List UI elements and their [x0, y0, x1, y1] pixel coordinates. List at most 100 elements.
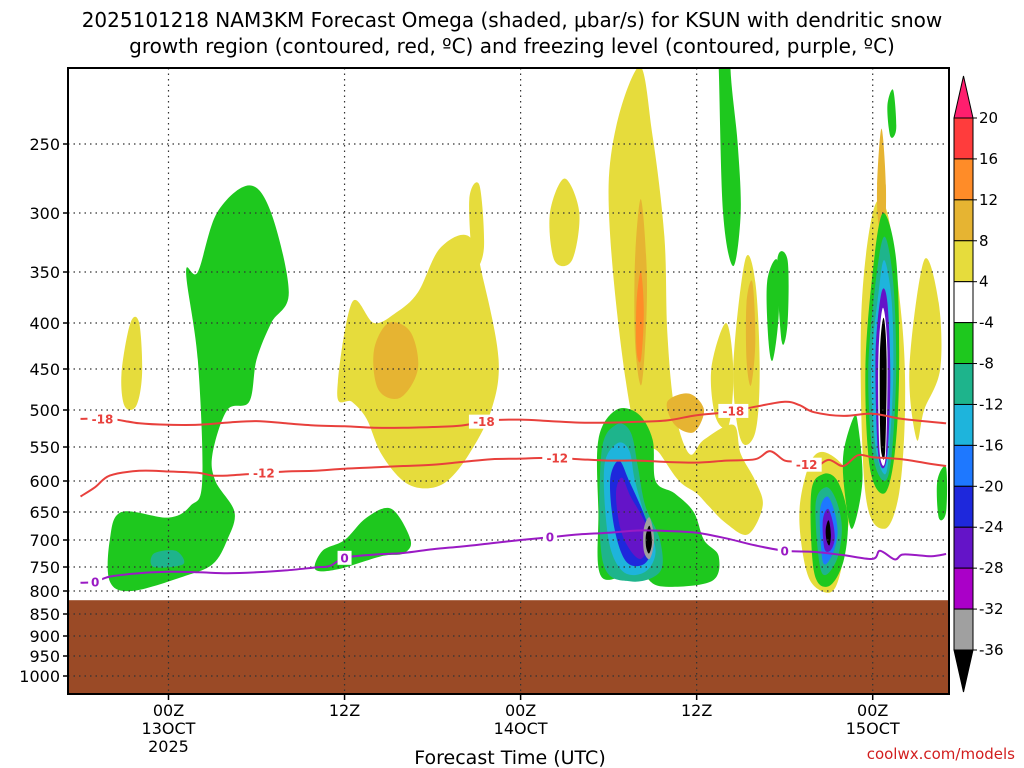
omega-region — [777, 251, 789, 345]
x-tick-label: 15OCT — [846, 719, 900, 738]
y-tick-label: 250 — [29, 135, 60, 154]
colorbar-box — [953, 363, 974, 405]
colorbar-label: 4 — [979, 273, 989, 291]
omega-region — [549, 178, 580, 267]
y-tick-label: 950 — [29, 647, 60, 666]
omega-region — [710, 323, 734, 429]
contour-line — [80, 400, 947, 429]
colorbar-label: 8 — [979, 232, 989, 250]
contour-label: -18 — [722, 404, 744, 418]
omega-region — [879, 317, 887, 460]
terrain-fill — [68, 600, 949, 694]
colorbar-box — [953, 322, 974, 365]
x-tick-label: 2025 — [148, 737, 189, 756]
colorbar-box — [953, 444, 974, 487]
contour-label-bg — [777, 543, 792, 558]
omega-region — [842, 414, 863, 529]
colorbar-box — [953, 403, 974, 446]
y-tick-label: 850 — [29, 605, 60, 624]
omega-region — [645, 525, 652, 554]
x-tick-label: 00Z — [153, 701, 184, 720]
colorbar-label: -32 — [979, 600, 1004, 618]
y-tick-label: 300 — [29, 204, 60, 223]
y-tick-label: 750 — [29, 558, 60, 577]
x-tick-label: 12Z — [681, 701, 712, 720]
omega-region — [615, 477, 649, 560]
y-tick-label: 800 — [29, 582, 60, 601]
omega-region — [150, 550, 185, 568]
colorbar-label: 20 — [979, 109, 998, 127]
colorbar-label: -24 — [979, 518, 1004, 536]
plot-frame — [67, 67, 950, 695]
contour-label: -18 — [92, 412, 114, 426]
omega-region — [825, 520, 831, 546]
terrain-block — [68, 600, 949, 694]
colorbar-label: -20 — [979, 477, 1004, 495]
colorbar-box — [953, 608, 974, 651]
contour-lines: -18 -18 -18 -12 -12 -12 0 0 0 0 — [79, 400, 947, 589]
y-tick-label: 350 — [29, 263, 60, 282]
contour-label-bg — [337, 550, 352, 565]
grid-lines — [68, 68, 949, 694]
colorbar-box — [953, 240, 974, 283]
colorbar-box — [953, 485, 974, 528]
colorbar-label: 16 — [979, 150, 998, 168]
y-tick-label: 650 — [29, 503, 60, 522]
contour-label: -12 — [253, 467, 275, 481]
y-tick-label: 700 — [29, 531, 60, 550]
x-tick-label: 14OCT — [494, 719, 548, 738]
omega-region — [718, 68, 741, 267]
colorbar-label: -36 — [979, 641, 1004, 659]
colorbar-label: -4 — [979, 314, 994, 332]
credit-text: coolwx.com/models — [867, 745, 1015, 763]
colorbar-label: -28 — [979, 559, 1004, 577]
omega-region — [666, 393, 705, 433]
colorbar-box — [953, 117, 974, 160]
contour-label-bg — [87, 411, 118, 426]
y-tick-label: 900 — [29, 627, 60, 646]
contour-label: 0 — [546, 531, 554, 545]
omega-region — [635, 271, 644, 363]
omega-shaded-regions — [107, 68, 948, 593]
colorbar-label: -8 — [979, 355, 994, 373]
omega-region — [469, 182, 485, 269]
omega-region — [887, 89, 897, 138]
contour-label-bg — [542, 451, 573, 466]
omega-region — [936, 466, 948, 521]
omega-region — [373, 322, 419, 399]
contour-line — [80, 529, 947, 584]
contour-label: 0 — [781, 544, 789, 558]
omega-region — [876, 128, 887, 239]
colorbar-box — [953, 567, 974, 610]
contour-label: -12 — [796, 458, 818, 472]
contour-label-bg — [542, 530, 557, 545]
contour-label-bg — [248, 466, 279, 481]
colorbar-box — [953, 281, 974, 324]
x-tick-label: 13OCT — [142, 719, 196, 738]
omega-region — [745, 280, 756, 386]
y-tick-label: 1000 — [19, 667, 60, 686]
omega-region — [766, 259, 780, 362]
colorbar-bottom-triangle — [953, 649, 974, 693]
y-tick-label: 450 — [29, 360, 60, 379]
colorbar-top-triangle — [953, 75, 974, 119]
colorbar-box — [953, 158, 974, 201]
y-tick-label: 400 — [29, 314, 60, 333]
colorbar-label: -12 — [979, 395, 1004, 413]
chart-title-line2: growth region (contoured, red, ºC) and f… — [129, 34, 895, 58]
colorbar-box — [953, 199, 974, 242]
omega-region — [909, 258, 942, 441]
y-tick-label: 550 — [29, 438, 60, 457]
omega-region — [608, 68, 763, 535]
plot-area: -18 -18 -18 -12 -12 -12 0 0 0 0 — [68, 68, 949, 694]
contour-label-bg — [88, 574, 103, 589]
contour-label-bg — [791, 457, 822, 472]
omega-region — [121, 316, 143, 411]
x-tick-label: 00Z — [857, 701, 888, 720]
colorbar-box — [953, 526, 974, 569]
contour-label-bg — [468, 414, 499, 429]
x-tick-label: 12Z — [329, 701, 360, 720]
x-axis-label: Forecast Time (UTC) — [414, 747, 605, 768]
